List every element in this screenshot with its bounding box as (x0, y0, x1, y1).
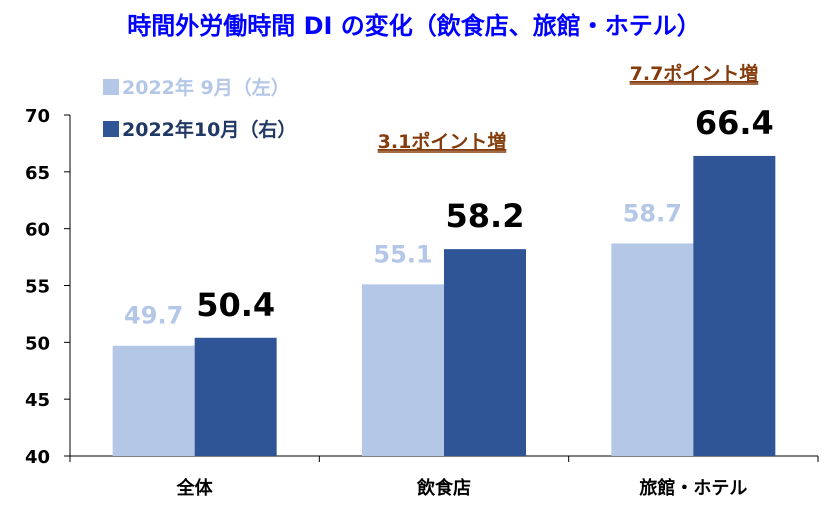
bars (112, 155, 776, 457)
legend-swatch (103, 121, 119, 137)
y-tick-label: 45 (25, 390, 50, 411)
y-tick-label: 55 (25, 277, 50, 298)
value-label-series-1: 55.1 (373, 240, 432, 268)
x-axis: 全体 飲食店 旅館・ホテル (69, 455, 819, 499)
bar-series-2 (693, 155, 776, 457)
increase-annotation: 7.7ポイント増 (630, 62, 759, 85)
y-tick-label: 70 (25, 106, 50, 127)
y-tick-label: 60 (25, 220, 50, 241)
y-axis: 40 45 50 55 60 65 70 (25, 106, 71, 468)
value-labels: 49.7 50.4 55.1 58.2 58.7 66.4 (124, 104, 774, 330)
legend: 2022年 9月（左） 2022年10月（右） (103, 76, 296, 141)
bar-series-1 (362, 284, 444, 456)
value-label-series-2: 50.4 (196, 286, 275, 324)
value-label-series-1: 58.7 (623, 199, 682, 227)
value-label-series-2: 66.4 (695, 104, 774, 142)
chart-title: 時間外労働時間 DI の変化（飲食店、旅館・ホテル） (127, 12, 701, 40)
bar-series-2 (444, 249, 526, 456)
bar-series-2 (194, 337, 277, 456)
y-tick-label: 65 (25, 163, 50, 184)
bar-series-1 (112, 345, 195, 456)
value-label-series-1: 49.7 (124, 302, 183, 330)
x-category-label: 飲食店 (416, 477, 471, 499)
legend-swatch (103, 79, 119, 95)
increase-annotation: 3.1ポイント増 (378, 130, 507, 153)
legend-label: 2022年10月（右） (122, 118, 296, 141)
annotations: 3.1ポイント増 7.7ポイント増 (377, 62, 759, 153)
x-category-label: 全体 (176, 477, 214, 499)
y-tick-label: 40 (25, 447, 50, 468)
y-tick-label: 50 (25, 333, 50, 354)
x-category-label: 旅館・ホテル (639, 477, 747, 499)
legend-label: 2022年 9月（左） (122, 76, 290, 99)
bar-series-1 (611, 243, 694, 456)
value-label-series-2: 58.2 (446, 197, 525, 235)
